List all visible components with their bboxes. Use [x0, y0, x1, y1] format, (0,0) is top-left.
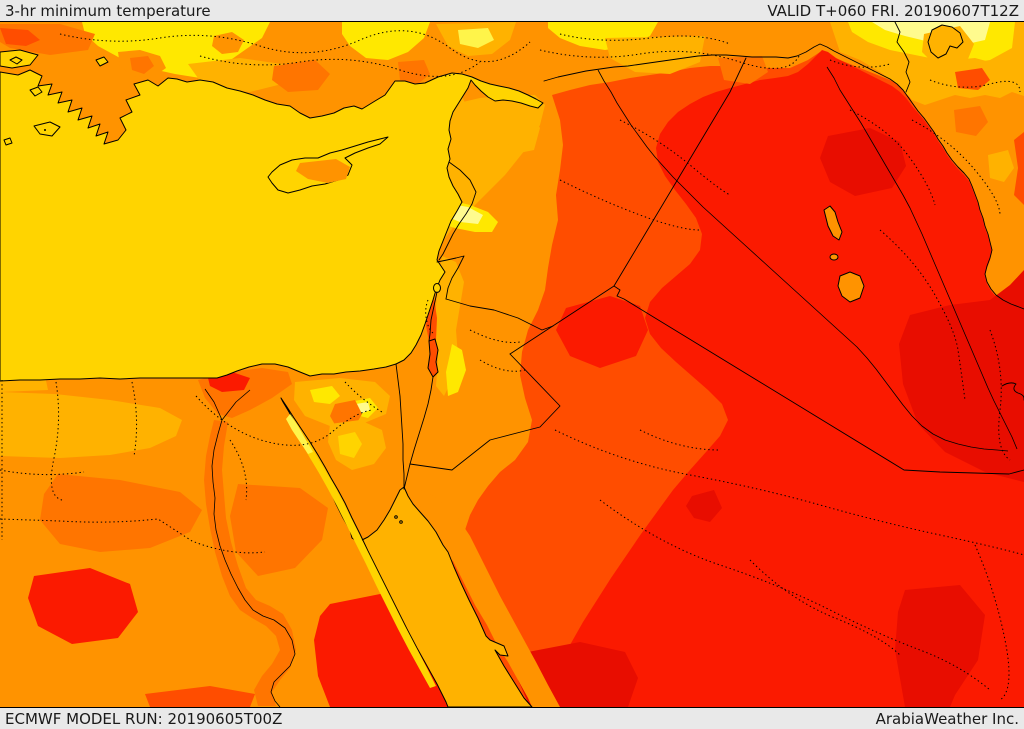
iraq-saudi-border	[613, 285, 1024, 475]
footer-bar: ECMWF MODEL RUN: 20190605T00Z ArabiaWeat…	[0, 707, 1024, 729]
brand-label: ArabiaWeather Inc.	[875, 709, 1019, 728]
nile-river	[211, 419, 296, 707]
model-run-label: ECMWF MODEL RUN: 20190605T00Z	[5, 709, 283, 728]
euphrates-river	[597, 69, 1009, 452]
rivers	[204, 66, 1018, 707]
lake-van	[927, 24, 964, 59]
header-bar: 3-hr minimum temperature VALID T+060 FRI…	[0, 0, 1024, 22]
israel-jordan-border	[409, 291, 438, 465]
tiran-island	[394, 515, 398, 519]
israel-lebanon-golan-border	[436, 255, 465, 300]
country-borders	[395, 22, 1024, 490]
page-title: 3-hr minimum temperature	[5, 1, 211, 20]
temperature-fill-layers	[0, 22, 1024, 707]
lake-tharthar	[823, 205, 843, 241]
lake-razzaza	[837, 271, 865, 303]
water-bodies	[0, 24, 1024, 707]
syria-iraq-border	[613, 57, 747, 287]
nile-delta-branch	[204, 388, 251, 421]
gulf-of-suez-streak	[286, 414, 313, 454]
lake-habbaniyah	[829, 253, 839, 261]
egypt-israel-border	[395, 363, 405, 490]
sanafir-island	[399, 520, 403, 524]
cyprus-island	[267, 136, 389, 194]
mediterranean-sea	[0, 69, 544, 382]
turkey-iran-border-north	[894, 22, 911, 93]
lebanon-syria-border	[438, 161, 477, 261]
turkey-syria-iran-border	[543, 43, 1024, 310]
red-sea-center-band	[303, 440, 436, 688]
persian-gulf-coast	[1001, 382, 1024, 401]
temperature-map-canvas	[0, 22, 1024, 707]
admin-boundaries	[0, 30, 1024, 701]
dead-sea	[427, 338, 439, 378]
syria-jordan-border	[445, 298, 554, 331]
sea-of-galilee	[433, 283, 441, 293]
valid-time-label: VALID T+060 FRI. 20190607T12Z	[767, 1, 1019, 20]
aegean-islands	[3, 56, 109, 146]
tigris-river	[826, 66, 1018, 450]
jordan-iraq-border	[509, 285, 615, 355]
